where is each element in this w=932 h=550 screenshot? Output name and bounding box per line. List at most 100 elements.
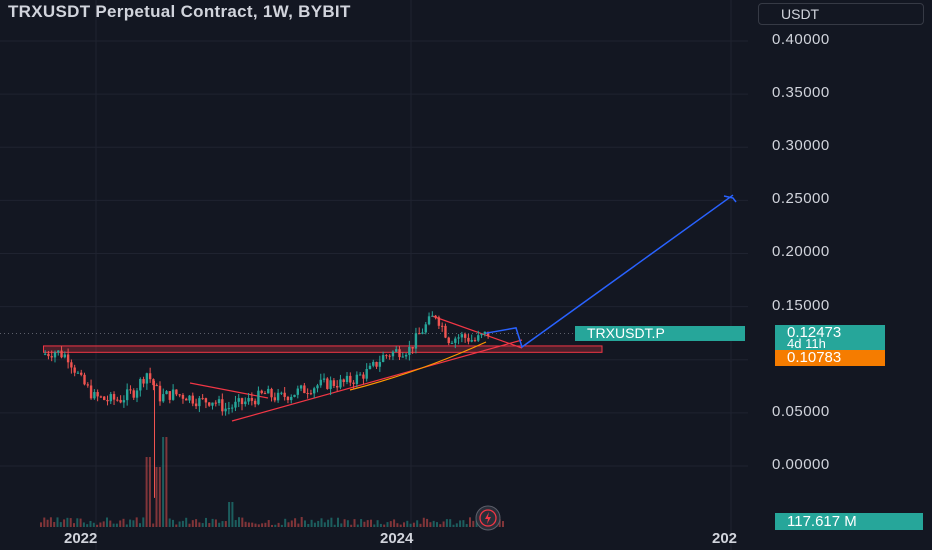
badge-ring (479, 509, 497, 527)
volume-bar (439, 524, 442, 527)
price-axis[interactable] (748, 0, 932, 550)
candle-body (148, 373, 152, 380)
volume-bar (106, 517, 108, 527)
volume-bar (49, 517, 52, 527)
chart-title: TRXUSDT Perpetual Contract, 1W, BYBIT (8, 2, 351, 21)
candle-body (352, 382, 355, 384)
candle-body (470, 340, 473, 342)
volume-bar (241, 517, 244, 527)
candle-body (181, 394, 185, 399)
candle-body (162, 394, 165, 402)
volume-bar (145, 457, 148, 527)
volume-tag: 117.617 M (775, 513, 923, 530)
level-price-tag: 0.10783 (775, 350, 885, 366)
volume-bar (43, 517, 46, 527)
candle-body (457, 337, 460, 339)
volume-bar (112, 523, 115, 527)
volume-bar (290, 520, 293, 527)
candle-body (103, 396, 106, 400)
trendline (189, 382, 269, 399)
candle-body (73, 367, 76, 373)
volume-bar (109, 520, 112, 527)
support-zone (43, 345, 603, 353)
volume-bar (304, 520, 306, 527)
volume-bar (185, 517, 188, 527)
candle-body (427, 316, 431, 325)
volume-bar (277, 522, 280, 527)
x-tick: 2024 (380, 530, 414, 547)
candle-body (293, 394, 296, 397)
volume-bar (294, 518, 297, 527)
candle-body (401, 356, 404, 358)
volume-bar (366, 520, 369, 527)
price-chart[interactable] (0, 0, 748, 550)
volume-bar (317, 520, 320, 527)
candle-body (227, 408, 231, 410)
candle-body (168, 391, 172, 400)
y-tick: 0.20000 (772, 243, 830, 260)
volume-bar (396, 523, 399, 527)
projection-line (485, 194, 734, 349)
candle-body (286, 396, 290, 401)
volume-bar (406, 520, 409, 527)
candle-body (214, 402, 217, 404)
candle-body (280, 392, 283, 394)
candle-body (267, 388, 270, 394)
volume-bar (208, 523, 211, 527)
candle-body (53, 352, 57, 358)
candle-body (188, 395, 191, 401)
candle-body (404, 354, 408, 357)
volume-bar (264, 522, 267, 527)
candle-body (368, 365, 372, 369)
volume-bar (79, 518, 82, 527)
volume-bar (119, 520, 122, 527)
volume-bar (340, 523, 343, 527)
trendline (431, 315, 523, 349)
candle-body (463, 334, 467, 338)
candle-body (112, 394, 116, 400)
volume-bar (310, 519, 313, 527)
candle-body (477, 335, 480, 341)
volume-bar (442, 521, 445, 527)
trendline (231, 339, 523, 422)
volume-bar (221, 521, 224, 527)
volume-bar (409, 523, 412, 527)
candle-body (57, 350, 60, 353)
candle-body (483, 331, 487, 334)
candle-body (332, 380, 336, 386)
volume-bar (379, 523, 382, 527)
candle-body (198, 398, 201, 407)
volume-bar (399, 524, 402, 527)
candle-body (296, 388, 299, 395)
candle-body (139, 379, 142, 391)
candle-body (329, 380, 332, 389)
volume-bar (254, 523, 257, 527)
volume-bar (102, 521, 105, 527)
volume-bars (40, 437, 504, 527)
volume-bar (244, 521, 247, 527)
y-tick: 0.15000 (772, 297, 830, 314)
candle-body (155, 385, 158, 387)
candle-body (237, 398, 240, 402)
candle-body (50, 356, 53, 358)
volume-bar (422, 517, 425, 527)
volume-bar (168, 518, 171, 527)
unit-selector[interactable]: USDT (758, 3, 924, 25)
volume-bar (284, 518, 287, 527)
candle-body (339, 379, 342, 388)
candle-body (385, 355, 388, 357)
volume-bar (188, 523, 191, 527)
candle-body (47, 353, 50, 357)
volume-bar (459, 520, 462, 527)
candles (43, 311, 490, 498)
volume-bar (122, 518, 125, 527)
candle-body (303, 385, 306, 394)
volume-bar (452, 524, 455, 527)
candle-body (395, 349, 398, 352)
candle-body (418, 333, 421, 335)
volume-bar (56, 517, 59, 527)
x-tick: 2022 (64, 530, 98, 547)
volume-bar (96, 524, 99, 527)
volume-bar (228, 502, 231, 527)
volume-bar (429, 522, 432, 527)
